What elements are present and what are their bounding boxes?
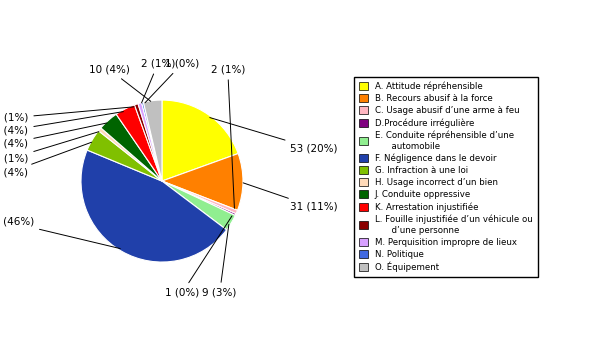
Wedge shape <box>101 114 162 181</box>
Text: 9 (3%): 9 (3%) <box>203 224 237 298</box>
Wedge shape <box>116 105 162 181</box>
Wedge shape <box>141 102 162 181</box>
Wedge shape <box>98 128 162 181</box>
Text: 2 (1%): 2 (1%) <box>0 132 99 164</box>
Wedge shape <box>162 100 238 181</box>
Text: 1 (0%): 1 (0%) <box>165 216 232 298</box>
Text: 11 (4%): 11 (4%) <box>0 112 124 136</box>
Text: 12 (4%): 12 (4%) <box>0 142 92 178</box>
Wedge shape <box>138 103 162 181</box>
Text: 53 (20%): 53 (20%) <box>210 118 337 154</box>
Wedge shape <box>162 181 237 214</box>
Wedge shape <box>162 181 236 216</box>
Legend: A. Attitude répréhensible, B. Recours abusif à la force, C. Usage abusif d’une a: A. Attitude répréhensible, B. Recours ab… <box>354 76 538 278</box>
Wedge shape <box>162 181 235 230</box>
Wedge shape <box>81 150 227 262</box>
Text: 31 (11%): 31 (11%) <box>243 183 337 212</box>
Wedge shape <box>144 100 162 181</box>
Text: 2 (1%): 2 (1%) <box>211 64 245 209</box>
Text: 2 (1%): 2 (1%) <box>141 59 175 103</box>
Wedge shape <box>162 154 243 210</box>
Text: 2 (1%): 2 (1%) <box>0 107 134 123</box>
Wedge shape <box>134 104 162 181</box>
Text: 10 (4%): 10 (4%) <box>89 64 151 101</box>
Text: 125 (46%): 125 (46%) <box>0 217 120 249</box>
Text: 1 (0%): 1 (0%) <box>145 59 199 103</box>
Text: 11 (4%): 11 (4%) <box>0 123 107 149</box>
Wedge shape <box>87 131 162 181</box>
